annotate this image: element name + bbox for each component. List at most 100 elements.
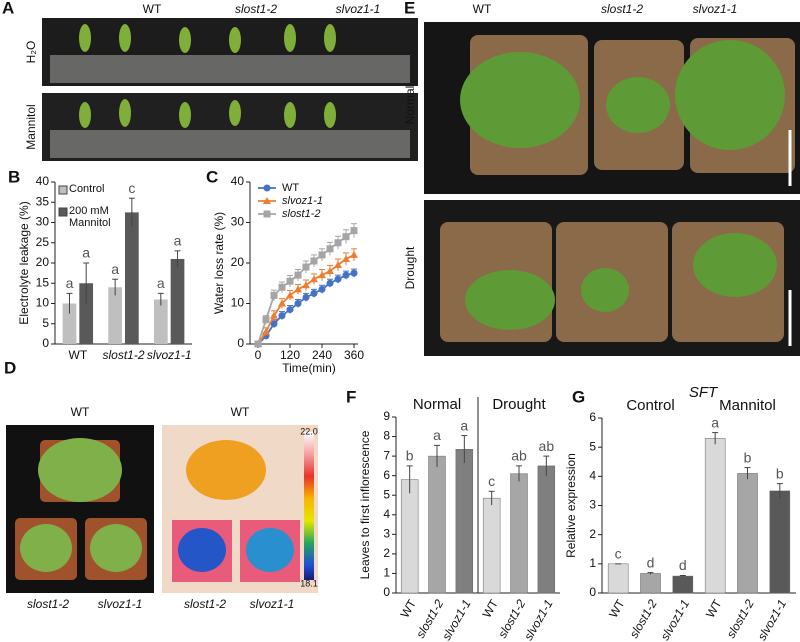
y-tick-label: 0 — [42, 336, 49, 350]
photo-title: WT — [231, 405, 250, 419]
y-axis-label: Water loss rate (%) — [212, 212, 226, 314]
significance-label: c — [615, 546, 622, 562]
error-bar — [174, 250, 181, 268]
y-tick-label: 35 — [36, 194, 50, 208]
marker — [286, 291, 294, 299]
group-label: Drought — [492, 396, 546, 413]
x-tick-label: WT — [398, 597, 420, 621]
column-label: slvoz1-1 — [693, 2, 738, 16]
marker — [318, 251, 326, 259]
marker — [278, 299, 286, 307]
y-tick-label: 20 — [231, 255, 245, 269]
significance-label: a — [711, 414, 719, 430]
y-tick-label: 5 — [42, 316, 49, 330]
y-tick-label: 3 — [383, 527, 390, 541]
y-tick-label: 30 — [231, 215, 245, 229]
colorbar-label: 18.1 — [300, 578, 318, 588]
x-tick-label: 360 — [344, 348, 364, 362]
y-tick-label: 2 — [589, 527, 596, 541]
panel-label: F — [346, 387, 356, 406]
marker — [334, 239, 342, 247]
column-label: slvoz1-1 — [250, 597, 295, 611]
group-label: Mannitol — [719, 397, 776, 414]
bar — [400, 479, 419, 594]
bar — [672, 575, 694, 594]
marker — [294, 285, 302, 293]
marker — [334, 261, 342, 269]
y-tick-label: 1 — [589, 556, 596, 570]
y-tick-label: 10 — [231, 296, 245, 310]
marker — [270, 291, 278, 299]
marker — [262, 316, 270, 324]
bar — [125, 212, 139, 344]
marker — [342, 254, 350, 262]
y-tick-label: 15 — [36, 275, 50, 289]
y-tick-label: 7 — [383, 448, 390, 462]
bar — [537, 465, 556, 594]
bar — [769, 490, 791, 594]
chart-title: SFT — [689, 384, 719, 401]
error-bar — [66, 292, 73, 314]
significance-label: a — [157, 275, 165, 291]
marker — [263, 210, 271, 218]
panel-label: B — [8, 167, 20, 186]
error-bar — [128, 197, 135, 227]
legend-label: 200 mM Mannitol — [69, 205, 111, 229]
error-bar — [406, 465, 413, 494]
photo-d — [6, 425, 318, 593]
y-tick-label: 4 — [589, 469, 596, 483]
y-axis-label: Relative expression — [564, 453, 578, 558]
significance-label: d — [679, 557, 687, 573]
x-tick-label: slvoz1-1 — [755, 597, 789, 642]
column-label: WT — [143, 2, 162, 16]
marker — [350, 227, 358, 235]
x-tick-label: WT — [480, 597, 502, 621]
legend-label: slost1-2 — [282, 208, 321, 220]
photo-e — [424, 22, 800, 356]
legend-entry: Control — [69, 183, 105, 195]
significance-label: a — [82, 245, 90, 261]
marker — [278, 312, 286, 320]
y-axis-label: Electrolyte leakage (%) — [17, 201, 31, 324]
error-bar — [461, 435, 468, 463]
legend-swatch — [58, 185, 68, 195]
x-tick-label: slvoz1-1 — [658, 597, 692, 642]
marker — [326, 279, 334, 287]
x-tick-label: slvoz1-1 — [147, 348, 192, 362]
y-tick-label: 0 — [383, 585, 390, 599]
x-axis-label: Time(min) — [282, 361, 336, 375]
y-tick-label: 25 — [36, 235, 50, 249]
legend-label: Control — [69, 183, 105, 195]
marker — [294, 300, 302, 307]
marker — [286, 306, 294, 314]
bar — [455, 449, 474, 594]
marker — [310, 289, 318, 297]
error-bar — [712, 432, 719, 445]
marker — [310, 257, 318, 265]
bar — [704, 438, 726, 594]
group-label: Normal — [413, 396, 461, 413]
x-tick-label: 240 — [312, 348, 332, 362]
marker — [318, 285, 326, 293]
panel-label: G — [572, 387, 585, 406]
y-tick-label: 8 — [383, 429, 390, 443]
panel-label: D — [4, 358, 16, 377]
column-label: slost1-2 — [601, 2, 643, 16]
bar — [79, 283, 94, 344]
error-bar — [488, 490, 495, 505]
y-tick-label: 5 — [383, 487, 390, 501]
bar — [607, 563, 629, 594]
error-bar — [543, 455, 550, 476]
marker — [302, 293, 310, 301]
x-tick-label: 120 — [280, 348, 300, 362]
panel-label: C — [206, 167, 218, 186]
y-tick-label: 1 — [383, 566, 390, 580]
significance-label: b — [744, 449, 752, 465]
y-tick-label: 30 — [36, 215, 50, 229]
significance-label: c — [488, 473, 495, 489]
x-tick-label: 0 — [255, 348, 262, 362]
marker — [302, 281, 310, 289]
row-label: Normal — [403, 86, 417, 125]
legend-entry: 200 mM Mannitol — [69, 205, 111, 229]
marker — [342, 271, 350, 279]
